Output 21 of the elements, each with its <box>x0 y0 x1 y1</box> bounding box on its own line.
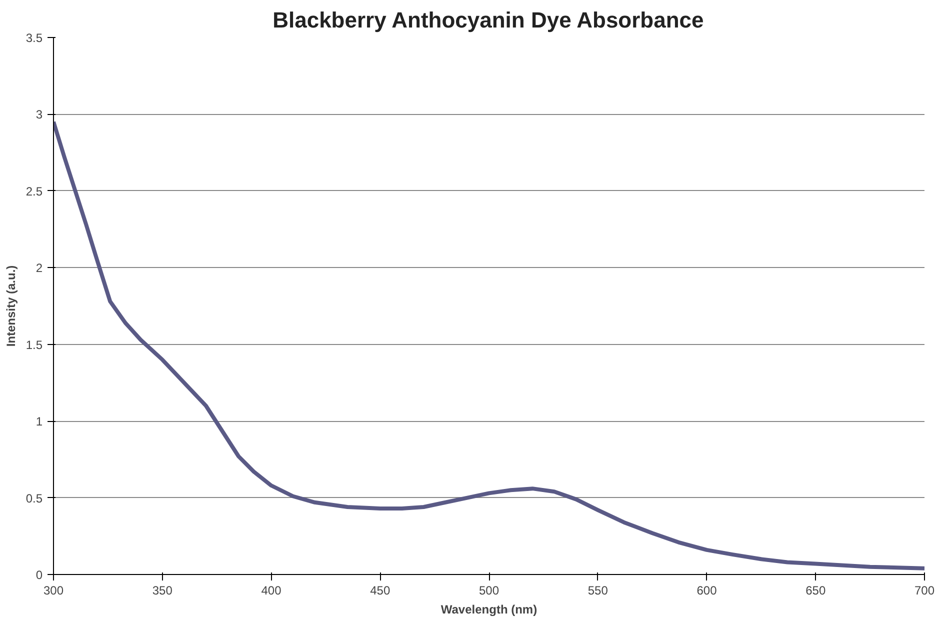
x-tick-label: 650 <box>806 584 826 598</box>
y-axis-title: Intensity (a.u.) <box>4 265 18 347</box>
y-tick-label: 0 <box>36 568 43 582</box>
y-tick-label: 0.5 <box>26 491 43 506</box>
y-tick-label: 3.5 <box>26 31 43 45</box>
y-tick-label: 1.5 <box>26 338 43 352</box>
line-series <box>54 120 924 570</box>
x-tick-label: 400 <box>261 584 282 598</box>
x-tick-label: 550 <box>588 584 608 598</box>
x-axis-title: Wavelength (nm) <box>440 602 538 616</box>
chart-title: Blackberry Anthocyanin Dye Absorbance <box>272 8 704 32</box>
x-tick-label: 450 <box>370 584 390 598</box>
x-tick-label: 600 <box>696 584 718 598</box>
y-tick-label: 3 <box>36 108 43 122</box>
y-tick-label: 2 <box>36 261 43 276</box>
y-tick-label: 1 <box>36 414 43 429</box>
x-tick-label: 500 <box>478 584 500 598</box>
x-tick-label: 350 <box>152 584 173 598</box>
y-tick-label: 2.5 <box>26 184 43 198</box>
x-tick-label: 700 <box>914 584 935 598</box>
x-tick-label: 300 <box>43 584 64 598</box>
